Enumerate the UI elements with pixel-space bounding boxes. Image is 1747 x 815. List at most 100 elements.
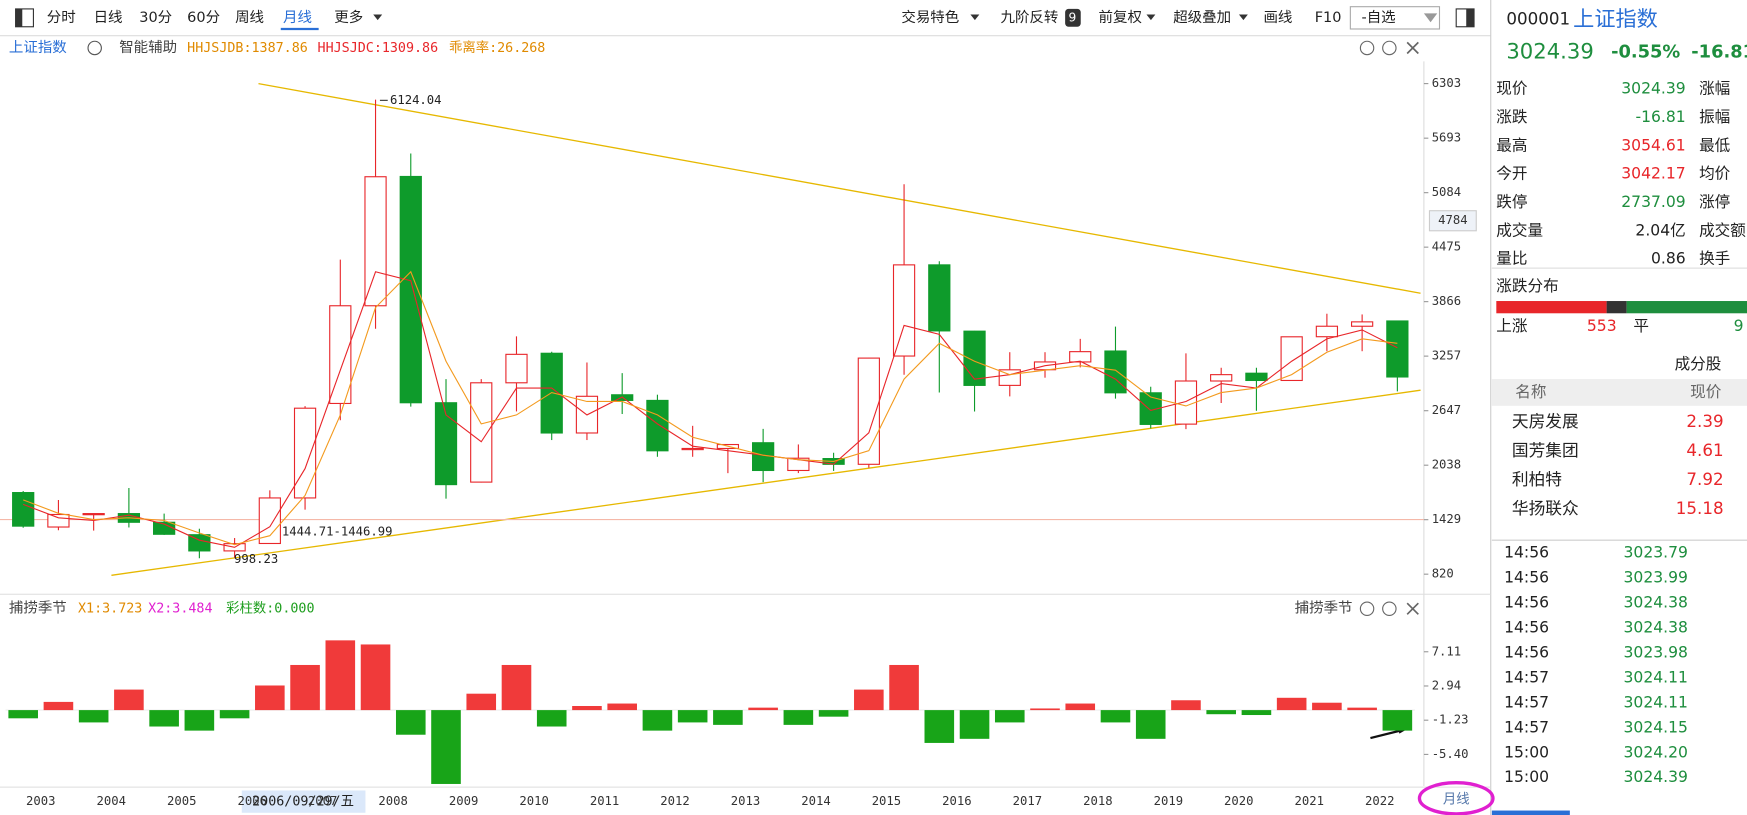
indicator-value: X2:3.484 (148, 602, 212, 617)
crosshair-price: 4784 (1438, 213, 1468, 227)
period-tab[interactable]: 周线 (235, 9, 264, 26)
candle-body (82, 513, 105, 516)
period-badge[interactable]: 月线 (1443, 791, 1470, 807)
histogram-bar (43, 701, 74, 711)
tool-button[interactable]: F10 (1315, 10, 1342, 26)
dropdown-arrow (970, 14, 980, 21)
period-tab[interactable]: 更多 (334, 9, 363, 26)
moving-average (22, 271, 1398, 548)
histogram-bar (818, 710, 849, 717)
sub-indicator-name[interactable]: 捕捞季节 (9, 600, 67, 617)
tool-button[interactable]: 九阶反转 (1001, 9, 1059, 26)
x-tick-label: 2005 (167, 794, 197, 808)
component-price: 2.39 (1686, 411, 1723, 431)
sub-indicator-tag[interactable]: 捕捞季节 (1295, 600, 1353, 617)
period-tab[interactable]: 分时 (47, 9, 76, 26)
close-icon[interactable] (1406, 41, 1419, 55)
period-tab[interactable]: 60分 (187, 9, 220, 26)
x-tick-label: 2003 (26, 794, 56, 808)
tick-time: 14:56 (1504, 618, 1549, 636)
quote-value: 3042.17 (1621, 165, 1685, 183)
tool-button[interactable]: 交易特色 (901, 8, 959, 26)
tick-price: 3024.11 (1623, 693, 1687, 711)
x-tick-label: 2007 (308, 794, 338, 808)
crosshair-price-box (1428, 210, 1477, 232)
quote-label: 现价 (1496, 80, 1528, 98)
candle-body (646, 399, 669, 452)
candle-body (434, 402, 458, 486)
quote-label: 均价 (1699, 165, 1731, 183)
settings-icon[interactable] (1359, 40, 1375, 56)
candle-body (963, 330, 986, 386)
dropdown-icon[interactable] (87, 40, 102, 56)
assist-label[interactable]: 智能辅助 (119, 39, 177, 56)
quote-label: 跌停 (1496, 193, 1527, 211)
candle-body (12, 492, 35, 527)
period-tab[interactable]: 30分 (139, 9, 172, 26)
histogram-bar (219, 710, 250, 719)
y-tick-label: 6303 (1432, 76, 1462, 90)
quote-value: 0.86 (1651, 250, 1686, 268)
x-tick-label: 2020 (1224, 794, 1254, 808)
tool-button[interactable]: -自选 (1362, 9, 1396, 26)
quote-label: 成交额 (1699, 221, 1746, 239)
candle-body (892, 264, 916, 357)
x-tick-label: 2012 (660, 794, 690, 808)
tick-time: 14:56 (1504, 568, 1549, 586)
candle-body (1386, 320, 1409, 378)
dropdown-arrow (1423, 13, 1438, 23)
x-tick-label: 2008 (378, 794, 408, 808)
tool-button[interactable]: 前复权 (1099, 8, 1142, 26)
histogram-bar (994, 710, 1025, 723)
tool-button[interactable]: 画线 (1263, 9, 1292, 26)
tick-price: 3024.38 (1623, 618, 1687, 636)
tick-time: 14:56 (1504, 643, 1549, 661)
candle-body (787, 457, 810, 472)
component-name[interactable]: 天房发展 (1512, 411, 1579, 431)
indicator-value: HHJSJDB:1387.86 (187, 41, 308, 56)
component-price: 4.61 (1686, 440, 1723, 460)
index-name[interactable]: 上证指数 (9, 39, 67, 56)
settings-icon[interactable] (1359, 601, 1375, 616)
pane-icons (1359, 40, 1419, 616)
section-title[interactable]: 成分股 (1675, 355, 1722, 373)
y-tick-label: 5084 (1432, 185, 1462, 199)
quote-label: 量比 (1496, 250, 1527, 268)
badge-number[interactable]: 9 (1068, 10, 1076, 24)
y-tick-label: 3257 (1432, 349, 1462, 363)
period-tab[interactable]: 日线 (94, 9, 123, 26)
price-annotation: 998.23 (234, 552, 278, 566)
component-name[interactable]: 国芳集团 (1512, 440, 1579, 460)
candle-body (1104, 350, 1127, 394)
candle-body (681, 447, 704, 451)
y-tick-label: 1429 (1432, 512, 1462, 526)
histogram-bar (501, 664, 532, 711)
indicator-value: HHJSJDC:1309.86 (318, 41, 439, 56)
component-name[interactable]: 利柏特 (1512, 469, 1562, 489)
table-header-bg (1491, 379, 1747, 406)
watchlist-box[interactable] (1349, 6, 1441, 30)
close-icon[interactable] (1406, 602, 1419, 615)
dist-up-bar (1496, 301, 1607, 314)
help-icon[interactable] (1382, 601, 1397, 616)
help-icon[interactable] (1382, 40, 1397, 56)
histogram-bar (642, 710, 673, 731)
dist-value: 9 (1734, 317, 1744, 335)
x-tick-label: 2015 (872, 794, 902, 808)
histogram-bar (78, 710, 109, 723)
tool-button[interactable]: 超级叠加 (1173, 9, 1231, 26)
section-title: 涨跌分布 (1496, 277, 1558, 295)
component-name[interactable]: 华扬联众 (1512, 498, 1579, 518)
histogram-bar (536, 710, 567, 727)
tick-time: 14:56 (1504, 543, 1549, 561)
quote-label: 换手 (1699, 250, 1730, 268)
last-price: 3024.39 (1506, 38, 1593, 63)
candle-body (329, 305, 352, 405)
tick-time: 15:00 (1504, 743, 1549, 761)
candle-body (364, 176, 387, 307)
histogram-bar (783, 710, 814, 725)
tick-time: 14:57 (1504, 693, 1549, 711)
y-tick-label: 7.11 (1432, 644, 1462, 658)
histogram-bar (1206, 710, 1236, 715)
period-tab[interactable]: 月线 (283, 9, 312, 26)
